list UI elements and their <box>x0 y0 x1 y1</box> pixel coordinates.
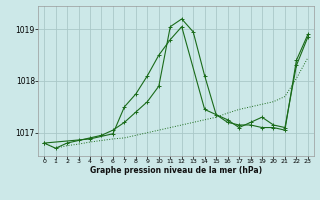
X-axis label: Graphe pression niveau de la mer (hPa): Graphe pression niveau de la mer (hPa) <box>90 166 262 175</box>
